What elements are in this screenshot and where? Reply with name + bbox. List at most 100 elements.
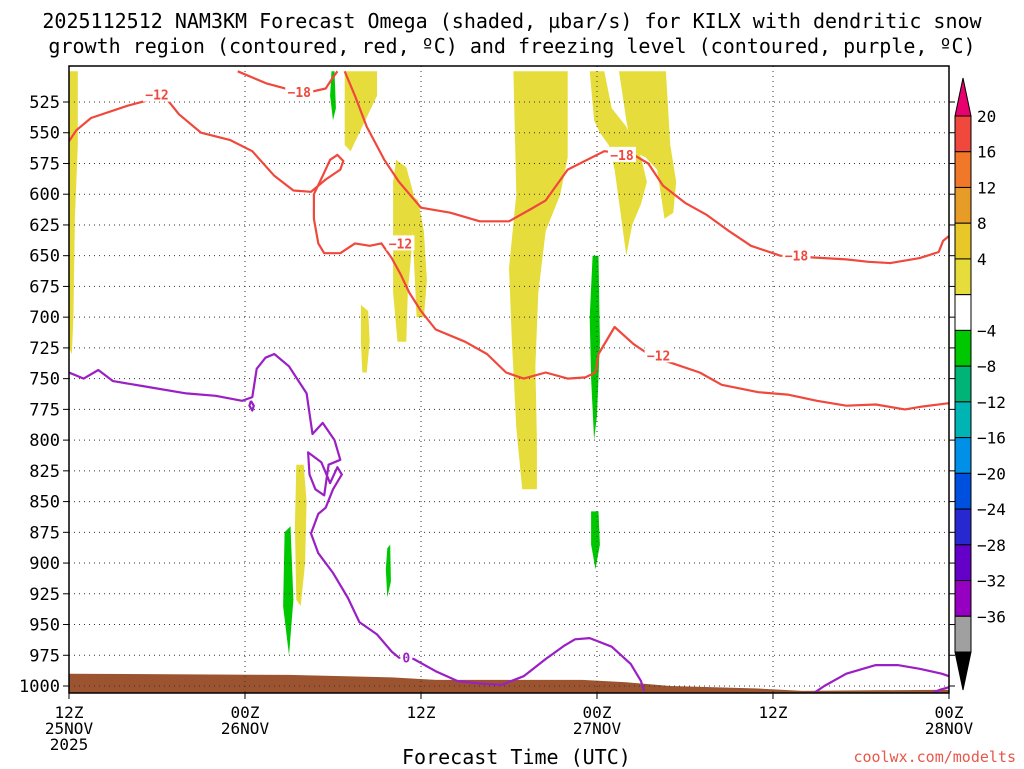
colorbar-swatch-1 (954, 115, 972, 153)
contour-label-bg (607, 146, 636, 162)
colorbar-swatch-5 (954, 258, 972, 296)
y-tick-label-700: 700 (29, 308, 60, 328)
y-tick-label-1000: 1000 (19, 677, 60, 697)
y-tick-label-900: 900 (29, 554, 60, 574)
colorbar-label-6: −8 (977, 357, 996, 376)
y-axis: 525 550 575 600 625 650 675 700 725 750 775 800 825 8… (19, 93, 955, 697)
colorbar-label-0: 20 (977, 107, 996, 126)
x-tick-label-0-1: 25NOV (45, 719, 94, 738)
y-tick-label-950: 950 (29, 616, 60, 636)
colorbar-swatch-2 (954, 151, 972, 188)
colorbar: 20 16 12 8 4 −4 −8 −12 −16 −20 −24 −28 −32 −36 (954, 77, 1006, 691)
y-tick-label-825: 825 (29, 462, 60, 482)
x-tick-label-24-0: 12Z (407, 703, 436, 722)
title-line-2: growth region (contoured, red, ºC) and f… (48, 34, 976, 58)
y-tick-label-975: 975 (29, 646, 60, 666)
y-tick-label-850: 850 (29, 493, 60, 513)
colorbar-label-11: −28 (977, 536, 1006, 555)
colorbar-swatch-3 (954, 186, 972, 224)
ground-surface (69, 673, 949, 693)
contour-label-bg (285, 84, 314, 100)
contour-label-bg (386, 235, 415, 251)
x-tick-label-60-1: 28NOV (925, 719, 974, 738)
x-tick-label-0-0: 12Z (55, 703, 84, 722)
contour-label-bg (644, 347, 673, 363)
colorbar-label-1: 16 (977, 143, 996, 162)
omega-rising-area-2 (393, 159, 414, 342)
omega-rising-area-0 (69, 71, 78, 355)
plot-frame (68, 65, 950, 694)
colorbar-label-13: −36 (977, 607, 1006, 626)
colorbar-label-12: −32 (977, 572, 1006, 591)
x-tick-label-60-0: 00Z (935, 703, 964, 722)
contour-label-bg (143, 86, 171, 102)
colorbar-swatch-4 (954, 222, 972, 260)
x-tick-label-12-1: 26NOV (221, 719, 270, 738)
colorbar-label-5: −4 (977, 321, 996, 340)
omega-sinking-area-10 (283, 526, 294, 656)
colorbar-swatch-13 (954, 544, 972, 582)
y-tick-label-725: 725 (29, 339, 60, 359)
contour-label-layer: −12 −12 −12 −18 −18 −18 0 (143, 84, 811, 667)
colorbar-label-2: 12 (977, 178, 996, 197)
colorbar-top-triangle (954, 77, 972, 117)
colorbar-swatch-7 (954, 329, 972, 367)
ground-layer (69, 673, 949, 693)
colorbar-label-4: 4 (977, 250, 987, 269)
colorbar-swatch-11 (954, 472, 972, 510)
contour-line--12 (69, 94, 949, 411)
colorbar-bottom-triangle (954, 651, 972, 691)
contour-label--12-2: −12 (647, 349, 670, 364)
credit-text: coolwx.com/modelts (853, 748, 1016, 766)
colorbar-swatch-8 (954, 365, 972, 403)
y-tick-label-925: 925 (29, 585, 60, 605)
colorbar-label-10: −24 (977, 500, 1006, 519)
contour-label--18-2: −18 (785, 250, 809, 265)
colorbar-label-3: 8 (977, 214, 987, 233)
colorbar-swatch-14 (954, 580, 972, 617)
x-tick-label-36-1: 27NOV (573, 719, 622, 738)
y-tick-label-625: 625 (29, 216, 60, 236)
x-tick-label-48-0: 12Z (759, 703, 788, 722)
y-tick-label-600: 600 (29, 185, 60, 205)
y-tick-label-675: 675 (29, 277, 60, 297)
contour-label-0-0: 0 (402, 652, 410, 667)
contour-label--12-1: −12 (389, 237, 412, 252)
title-line-1: 2025112512 NAM3KM Forecast Omega (shaded… (42, 9, 982, 33)
y-tick-label-775: 775 (29, 400, 60, 420)
contour-line-0d (248, 400, 255, 412)
omega-sinking-area-9 (330, 71, 336, 121)
contour-label-bg (782, 247, 811, 263)
omega-rising-area-8 (294, 464, 307, 607)
y-tick-label-575: 575 (29, 154, 60, 174)
y-tick-label-800: 800 (29, 431, 60, 451)
x-tick-label-0-2: 2025 (50, 735, 89, 754)
colorbar-swatch-9 (954, 401, 972, 439)
contour-line--18b (343, 70, 949, 265)
x-tick-label-12-0: 00Z (231, 703, 260, 722)
colorbar-swatch-10 (954, 437, 972, 474)
x-tick-label-36-0: 00Z (583, 703, 612, 722)
colorbar-swatch-6 (954, 294, 972, 331)
contour-line--18 (237, 70, 339, 95)
contour-label--18-1: −18 (610, 149, 634, 164)
contour-label-bg (400, 649, 413, 665)
omega-shading-layer (69, 71, 677, 656)
colorbar-swatch-15 (954, 615, 972, 653)
omega-sinking-area-13 (591, 511, 600, 570)
omega-rising-area-4 (360, 304, 370, 373)
y-tick-label-550: 550 (29, 124, 60, 144)
colorbar-label-9: −20 (977, 464, 1006, 483)
contour-line-0c (930, 686, 949, 693)
colorbar-swatch-12 (954, 508, 972, 546)
omega-rising-area-6 (589, 71, 647, 256)
contour-line-0b (811, 664, 949, 693)
y-tick-label-875: 875 (29, 523, 60, 543)
x-axis-title: Forecast Time (UTC) (402, 745, 631, 769)
y-tick-label-525: 525 (29, 93, 60, 113)
omega-rising-area-7 (619, 71, 677, 219)
y-tick-label-750: 750 (29, 370, 60, 390)
colorbar-label-8: −16 (977, 429, 1006, 448)
